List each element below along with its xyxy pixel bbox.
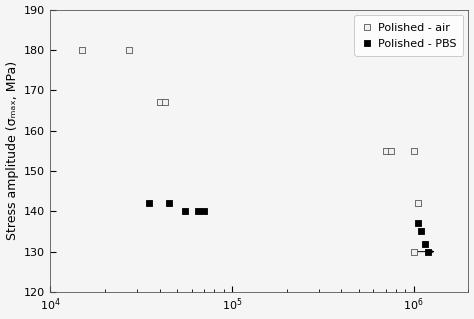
- Polished - PBS: [181, 209, 189, 214]
- Polished - PBS: [418, 229, 425, 234]
- Polished - PBS: [421, 241, 428, 246]
- Polished - air: [78, 47, 86, 52]
- Polished - PBS: [145, 201, 153, 206]
- Polished - PBS: [194, 209, 201, 214]
- Point: [414, 201, 421, 206]
- Polished - air: [382, 148, 389, 153]
- Point: [410, 249, 418, 254]
- Polished - air: [410, 148, 418, 153]
- Polished - air: [162, 100, 169, 105]
- Polished - air: [125, 47, 132, 52]
- Polished - PBS: [414, 221, 421, 226]
- Legend: Polished - air, Polished - PBS: Polished - air, Polished - PBS: [355, 15, 463, 56]
- Y-axis label: Stress amplitude (σₘₐₓ, MPa): Stress amplitude (σₘₐₓ, MPa): [6, 61, 18, 240]
- Polished - air: [387, 148, 395, 153]
- Polished - PBS: [165, 201, 173, 206]
- Polished - air: [156, 100, 164, 105]
- Polished - PBS: [200, 209, 208, 214]
- Polished - PBS: [424, 249, 432, 254]
